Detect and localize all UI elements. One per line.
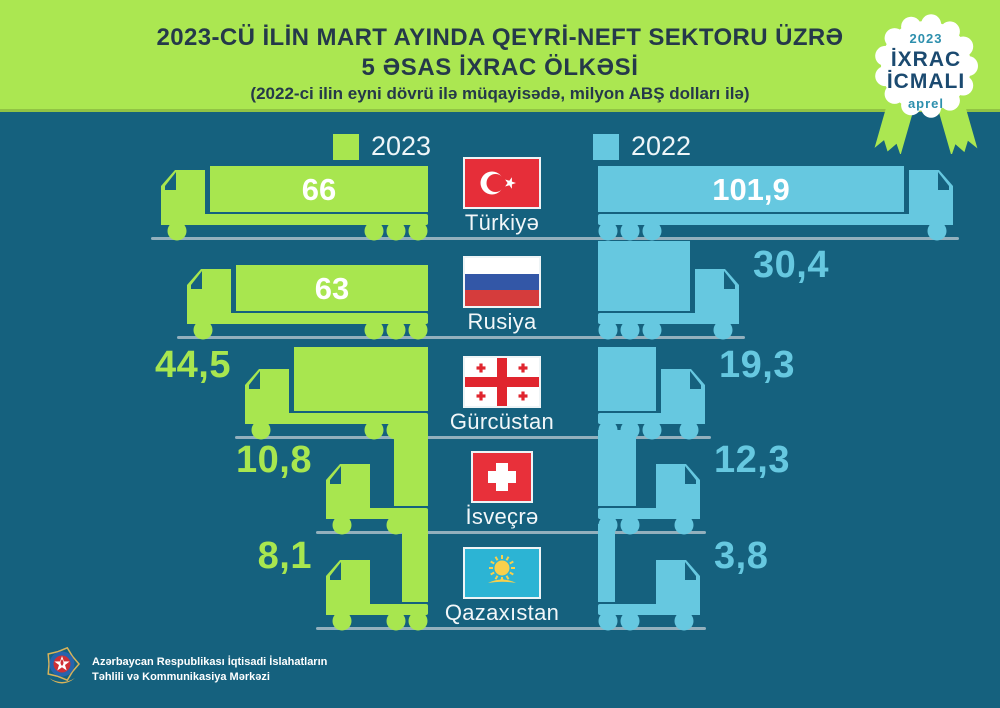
organization-line1: Azərbaycan Respublikası İqtisadi İslahat… [92, 655, 328, 668]
organization-name: Azərbaycan Respublikası İqtisadi İslahat… [92, 655, 327, 685]
legend-label-2023: 2023 [371, 131, 432, 161]
country-label-qazaxistan: Qazaxıstan [444, 600, 560, 625]
export-row-rusiya: 63 30,4 Rusiya [0, 230, 1000, 350]
flag-turkiye [461, 157, 543, 209]
truck-2022-qazaxistan-icon [598, 524, 700, 631]
flag-rusiya [461, 256, 543, 308]
truck-2022-isvecre-icon [598, 430, 700, 535]
azerbaijan-emblem-icon [42, 645, 82, 694]
badge-month: aprel [908, 96, 944, 111]
svg-text:101,9: 101,9 [712, 172, 790, 207]
truck-2022-gurcustan: 19,3 [596, 325, 795, 441]
badge-title-line1: İXRAC [891, 48, 961, 71]
page-title-line1: 2023-CÜ İLİN MART AYINDA QEYRİ-NEFT SEKT… [156, 24, 844, 51]
legend-item-2022: 2022 [593, 131, 691, 162]
value-2022-qazaxistan: 3,8 [714, 535, 769, 577]
country-label-turkiye: Türkiyə [464, 210, 540, 235]
value-2023-gurcustan: 44,5 [155, 344, 231, 386]
flag-qazaxistan [461, 547, 543, 599]
road-line [151, 237, 959, 240]
svg-text:66: 66 [302, 172, 336, 207]
export-row-qazaxistan: 8,1 3,8 Qazaxıstan [0, 516, 1000, 641]
country-label-gurcustan: Gürcüstan [449, 409, 555, 434]
legend-swatch-2022 [593, 133, 619, 160]
flag-gurcustan-icon [463, 356, 541, 408]
value-2022-rusiya: 30,4 [753, 244, 829, 286]
truck-2022-turkiye-icon: 101,9 [598, 166, 953, 241]
export-row-isvecre: 10,8 12,3 İsveçrə [0, 422, 1000, 545]
flag-rusiya-icon [463, 256, 541, 308]
truck-2023-rusiya: 63 [187, 225, 430, 341]
export-row-gurcustan: 44,5 19,3 Gürcüstan [0, 330, 1000, 450]
truck-2022-rusiya-icon [598, 241, 739, 340]
road-line [316, 627, 706, 630]
truck-2023-qazaxistan: 8,1 [258, 516, 430, 632]
road-line [177, 336, 745, 339]
header-band: 2023-CÜ İLİN MART AYINDA QEYRİ-NEFT SEKT… [0, 0, 1000, 112]
truck-2023-rusiya-icon: 63 [187, 265, 428, 340]
value-2023-qazaxistan: 8,1 [257, 535, 312, 577]
country-label-rusiya: Rusiya [467, 309, 537, 334]
organization-line2: Təhlili və Kommunikasiya Mərkəzi [92, 670, 270, 683]
legend-label-2022: 2022 [631, 131, 692, 161]
page-subtitle: (2022-ci ilin eyni dövrü ilə müqayisədə,… [250, 84, 750, 103]
flag-qazaxistan-icon [463, 547, 541, 599]
truck-2023-turkiye: 66 [161, 126, 430, 242]
truck-2022-rusiya: 30,4 [596, 225, 829, 341]
flag-turkiye-icon [463, 157, 541, 209]
legend-swatch-2023 [333, 133, 359, 160]
page-title-line2: 5 ƏSAS İXRAC ÖLKƏSİ [361, 54, 639, 81]
road-line [235, 436, 711, 439]
legend-item-2023: 2023 [333, 131, 431, 162]
value-2022-isvecre: 12,3 [714, 439, 790, 481]
flag-isvecre-icon [471, 451, 533, 503]
badge-year: 2023 [910, 31, 943, 46]
truck-2022-qazaxistan: 3,8 [596, 516, 768, 632]
truck-2022-isvecre: 12,3 [596, 420, 790, 536]
export-row-turkiye: 66 101,9 Türkiyə [0, 131, 1000, 251]
svg-text:63: 63 [315, 271, 349, 306]
truck-2022-turkiye: 101,9 [596, 126, 953, 242]
footer: Azərbaycan Respublikası İqtisadi İslahat… [42, 645, 327, 694]
country-label-isvecre: İsveçrə [465, 504, 539, 529]
azerbaijan-emblem-icon [47, 646, 80, 684]
badge-seal-icon: 2023 İXRAC İCMALI aprel [874, 14, 978, 156]
truck-2023-qazaxistan-icon [326, 516, 428, 631]
truck-2022-gurcustan-icon [598, 347, 705, 440]
report-badge: 2023 İXRAC İCMALI aprel [866, 2, 986, 156]
value-2023-isvecre: 10,8 [236, 439, 312, 481]
road-line [316, 531, 706, 534]
truck-2023-turkiye-icon: 66 [161, 166, 428, 241]
value-2022-gurcustan: 19,3 [719, 344, 795, 386]
flag-isvecre [461, 451, 543, 503]
badge-title-line2: İCMALI [887, 70, 965, 93]
flag-gurcustan [461, 356, 543, 408]
